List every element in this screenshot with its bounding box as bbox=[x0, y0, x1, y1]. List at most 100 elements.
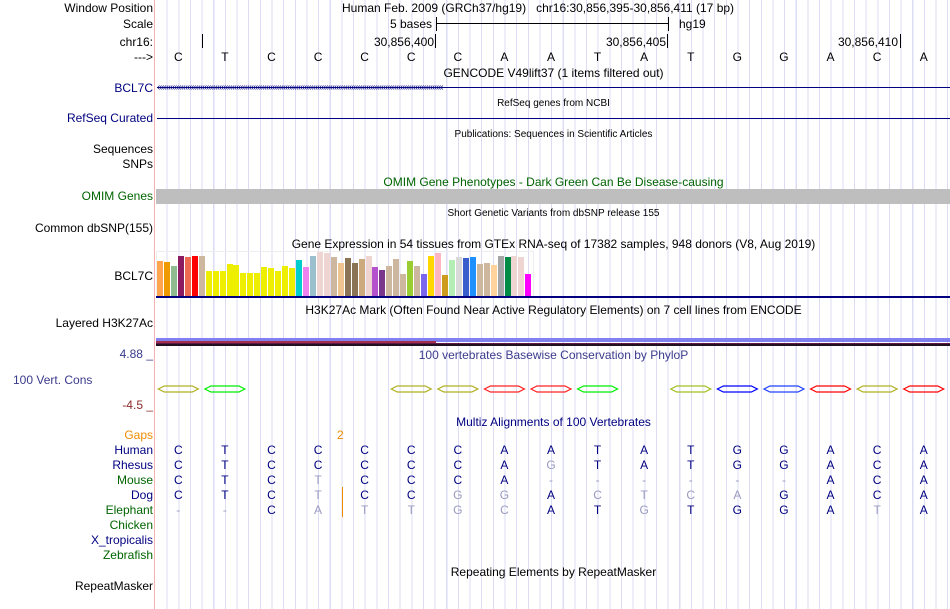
gtex-tissue-bar[interactable] bbox=[163, 262, 170, 296]
alignment-base: - bbox=[688, 473, 693, 487]
gtex-tissue-bar[interactable] bbox=[205, 271, 212, 296]
gtex-tissue-bar[interactable] bbox=[414, 266, 421, 296]
alignment-base: T bbox=[687, 503, 695, 517]
species-label[interactable]: Dog bbox=[130, 488, 153, 502]
gtex-tissue-bar[interactable] bbox=[344, 258, 351, 296]
reference-base: T bbox=[593, 50, 602, 64]
reference-base: C bbox=[267, 50, 276, 64]
species-label[interactable]: Human bbox=[114, 443, 153, 457]
gtex-tissue-bar[interactable] bbox=[372, 267, 379, 296]
alignment-base: A bbox=[500, 458, 509, 472]
species-label[interactable]: X_tropicalis bbox=[90, 533, 153, 547]
h3k27ac-signal[interactable] bbox=[156, 338, 950, 346]
gene-bcl7c-feature[interactable]: ‹‹‹‹‹‹‹‹‹‹‹‹‹‹‹‹‹‹‹‹‹‹‹‹‹‹‹‹‹‹‹‹‹‹‹‹‹‹‹‹… bbox=[157, 82, 950, 94]
coord-tick-label: 30,856,400 bbox=[373, 35, 434, 49]
gtex-tissue-bar[interactable] bbox=[448, 260, 455, 296]
gtex-tissue-bar[interactable] bbox=[323, 253, 330, 296]
gtex-tissue-bar[interactable] bbox=[351, 263, 358, 296]
publications-label-sequences[interactable]: Sequences bbox=[92, 142, 153, 156]
gtex-tissue-bar[interactable] bbox=[358, 259, 365, 296]
gtex-tissue-bar[interactable] bbox=[309, 256, 316, 296]
gtex-tissue-bar[interactable] bbox=[282, 266, 289, 296]
phylop-score-mark bbox=[716, 385, 759, 393]
gtex-tissue-bar[interactable] bbox=[483, 263, 490, 296]
alignment-base: C bbox=[406, 488, 416, 502]
gtex-tissue-bar[interactable] bbox=[469, 257, 476, 296]
phylop-max-label: 4.88 _ bbox=[119, 347, 153, 361]
gtex-tissue-bar[interactable] bbox=[421, 274, 428, 296]
phylop-label[interactable]: 100 Vert. Cons bbox=[13, 373, 93, 387]
species-label[interactable]: Elephant bbox=[105, 503, 153, 517]
gtex-tissue-bar[interactable] bbox=[518, 257, 525, 296]
gtex-tissue-bar[interactable] bbox=[247, 273, 254, 296]
gtex-tissue-bar[interactable] bbox=[254, 273, 261, 296]
gtex-tissue-bar[interactable] bbox=[170, 266, 177, 296]
gtex-tissue-bar[interactable] bbox=[184, 257, 191, 296]
gtex-tissue-bar[interactable] bbox=[296, 260, 302, 296]
scale-text: 5 bases bbox=[389, 17, 432, 31]
gtex-tissue-bar[interactable] bbox=[511, 256, 518, 296]
gtex-tissue-bar[interactable] bbox=[226, 264, 233, 296]
alignment-base: C bbox=[872, 473, 882, 487]
gtex-tissue-bar[interactable] bbox=[476, 264, 483, 296]
gtex-tissue-bar[interactable] bbox=[275, 271, 282, 296]
gtex-tissue-bar[interactable] bbox=[212, 271, 219, 296]
species-label[interactable]: Chicken bbox=[109, 518, 153, 532]
gtex-tissue-bar[interactable] bbox=[337, 263, 344, 296]
species-label[interactable]: Rhesus bbox=[112, 458, 153, 472]
omim-label[interactable]: OMIM Genes bbox=[81, 189, 153, 203]
alignment-base: C bbox=[593, 488, 602, 502]
alignment-base: - bbox=[595, 473, 600, 487]
refseq-label[interactable]: RefSeq Curated bbox=[66, 111, 153, 125]
gtex-tissue-bar[interactable] bbox=[268, 268, 275, 296]
gencode-gene-label[interactable]: BCL7C bbox=[114, 81, 153, 95]
gtex-tissue-bar[interactable] bbox=[330, 257, 337, 296]
gtex-tissue-bar[interactable] bbox=[400, 274, 407, 296]
alignment-base: - bbox=[735, 473, 740, 487]
gtex-tissue-bar[interactable] bbox=[219, 271, 226, 296]
gtex-tissue-bar[interactable] bbox=[240, 273, 247, 296]
gtex-tissue-bar[interactable] bbox=[504, 257, 511, 296]
h3k27ac-title: H3K27Ac Mark (Often Found Near Active Re… bbox=[305, 303, 802, 317]
refseq-feature[interactable] bbox=[157, 118, 950, 119]
omim-feature-bar[interactable] bbox=[156, 189, 950, 204]
alignment-base: T bbox=[221, 473, 229, 487]
gtex-tissue-bar[interactable] bbox=[157, 261, 163, 296]
gtex-tissue-bar[interactable] bbox=[455, 257, 462, 296]
gtex-tissue-bar[interactable] bbox=[525, 274, 532, 296]
gtex-tissue-bar[interactable] bbox=[497, 256, 504, 296]
reference-base: A bbox=[546, 50, 555, 64]
species-label[interactable]: Zebrafish bbox=[102, 548, 153, 562]
gtex-tissue-bar[interactable] bbox=[302, 267, 309, 296]
gtex-tissue-bar[interactable] bbox=[316, 252, 323, 296]
gtex-tissue-bar[interactable] bbox=[365, 256, 372, 296]
gtex-tissue-bar[interactable] bbox=[435, 253, 441, 296]
gtex-tissue-bar[interactable] bbox=[441, 275, 448, 296]
gtex-tissue-bar[interactable] bbox=[407, 261, 414, 296]
gtex-tissue-bar[interactable] bbox=[428, 256, 435, 296]
gtex-tissue-bar[interactable] bbox=[386, 266, 393, 296]
dbsnp-label[interactable]: Common dbSNP(155) bbox=[34, 221, 153, 235]
publications-label-snps[interactable]: SNPs bbox=[122, 157, 153, 171]
repeatmasker-label[interactable]: RepeatMasker bbox=[74, 579, 153, 593]
window-position-value: Human Feb. 2009 (GRCh37/hg19) chr16:30,8… bbox=[342, 1, 735, 15]
reference-base: C bbox=[453, 50, 463, 64]
gtex-tissue-bar[interactable] bbox=[462, 258, 469, 296]
species-label[interactable]: Mouse bbox=[116, 473, 153, 487]
gtex-tissue-bar[interactable] bbox=[261, 267, 268, 296]
gtex-frame bbox=[156, 251, 534, 297]
gtex-tissue-bar[interactable] bbox=[198, 256, 205, 296]
h3k27ac-label[interactable]: Layered H3K27Ac bbox=[55, 316, 153, 330]
alignment-base: A bbox=[500, 473, 509, 487]
gtex-tissue-bar[interactable] bbox=[177, 256, 184, 296]
gtex-tissue-bar[interactable] bbox=[233, 265, 240, 296]
gtex-tissue-bar[interactable] bbox=[379, 270, 386, 296]
gtex-tissue-bar[interactable] bbox=[289, 268, 296, 296]
alignment-base: A bbox=[826, 443, 835, 457]
gtex-tissue-bar[interactable] bbox=[191, 256, 198, 296]
gtex-label[interactable]: BCL7C bbox=[114, 269, 153, 283]
gtex-tissue-bar[interactable] bbox=[490, 265, 497, 296]
label-separator bbox=[154, 0, 155, 609]
gtex-tissue-bar[interactable] bbox=[393, 259, 400, 296]
